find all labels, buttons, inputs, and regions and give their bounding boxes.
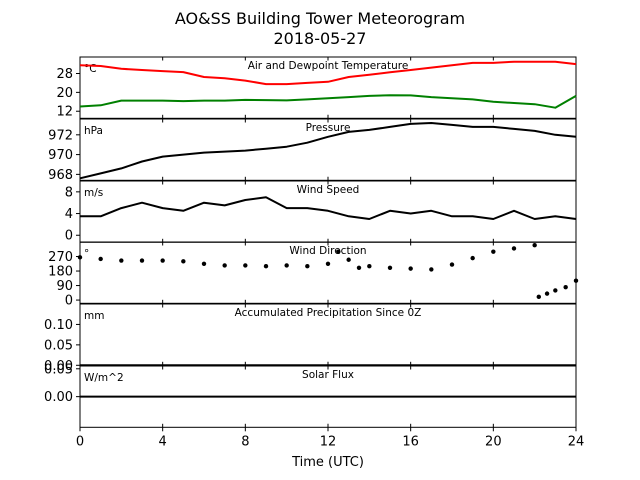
panel-unit: hPa xyxy=(84,125,103,137)
x-tick-label: 0 xyxy=(76,434,84,449)
x-tick-label: 4 xyxy=(159,434,167,449)
panel-2: 0 4 8 Wind Speed m/s xyxy=(65,180,577,244)
y-tick-label: 0.00 xyxy=(44,359,73,374)
panel-title: Wind Speed xyxy=(297,184,360,196)
series-line-dewpoint xyxy=(79,94,577,109)
data-point xyxy=(243,263,248,268)
data-point xyxy=(284,263,289,268)
data-point xyxy=(201,261,207,266)
x-tick-label: 20 xyxy=(485,434,502,449)
data-point xyxy=(222,263,227,268)
panel-unit: ° xyxy=(84,248,89,260)
y-tick-label: 968 xyxy=(48,168,73,183)
data-point xyxy=(429,267,434,272)
series-line-black xyxy=(79,122,577,180)
series-line-temperature xyxy=(79,60,577,86)
data-point xyxy=(160,258,165,263)
data-point xyxy=(563,284,568,290)
y-tick-label: 8 xyxy=(65,185,73,200)
data-point xyxy=(553,288,558,293)
y-tick-label: 28 xyxy=(56,67,73,82)
data-point xyxy=(119,258,124,263)
panel-title: Accumulated Precipitation Since 0Z xyxy=(235,307,422,319)
data-point xyxy=(536,294,541,300)
data-point xyxy=(325,261,331,266)
data-point xyxy=(449,262,455,267)
data-point xyxy=(181,259,186,264)
y-tick-label: 0 xyxy=(65,294,73,309)
x-tick-label: 16 xyxy=(402,434,419,449)
y-tick-label: 970 xyxy=(48,148,73,163)
y-tick-label: 12 xyxy=(56,105,73,120)
panel-title: Wind Direction xyxy=(289,245,366,257)
y-tick-label: 20 xyxy=(56,86,73,101)
data-point xyxy=(573,278,579,283)
data-point xyxy=(139,258,145,263)
data-point xyxy=(305,263,310,269)
series-line-black xyxy=(80,196,577,220)
data-point xyxy=(408,266,413,271)
panel-1: 968 970 972 Pressure hPa xyxy=(48,118,577,183)
data-point xyxy=(470,255,475,261)
data-point xyxy=(511,246,517,251)
x-tick-label: 24 xyxy=(568,434,585,449)
panel-title: Solar Flux xyxy=(302,369,354,381)
y-tick-label: 0.00 xyxy=(44,390,73,405)
panel-unit: m/s xyxy=(84,187,103,199)
y-tick-label: 0.05 xyxy=(44,338,73,353)
y-tick-label: 180 xyxy=(48,265,73,280)
y-tick-label: 972 xyxy=(48,128,73,143)
figure-subtitle: 2018-05-27 xyxy=(274,29,367,48)
data-point xyxy=(77,255,83,260)
figure-title: AO&SS Building Tower Meteorogram xyxy=(175,9,465,28)
panel-title: Pressure xyxy=(306,122,351,134)
data-point xyxy=(367,263,372,269)
data-point xyxy=(346,257,351,262)
data-point xyxy=(336,249,341,254)
data-point xyxy=(544,291,550,296)
data-point xyxy=(491,249,496,254)
panel-title: Air and Dewpoint Temperature xyxy=(248,60,409,72)
y-tick-label: 270 xyxy=(48,250,73,265)
x-tick-label: 12 xyxy=(320,434,337,449)
data-point xyxy=(387,265,393,271)
data-point xyxy=(356,265,362,271)
panel-unit: mm xyxy=(84,310,104,322)
data-point xyxy=(98,256,103,262)
data-point xyxy=(263,263,269,269)
panel-unit: W/m^2 xyxy=(84,372,124,384)
x-axis-label: Time (UTC) xyxy=(291,455,364,470)
y-tick-label: 0 xyxy=(65,229,73,244)
y-tick-label: 0.05 xyxy=(44,362,73,377)
y-tick-label: 4 xyxy=(65,207,73,222)
y-tick-label: 0.10 xyxy=(44,318,73,333)
y-tick-label: 90 xyxy=(56,279,73,294)
x-tick-label: 8 xyxy=(241,434,249,449)
data-point xyxy=(532,243,537,248)
